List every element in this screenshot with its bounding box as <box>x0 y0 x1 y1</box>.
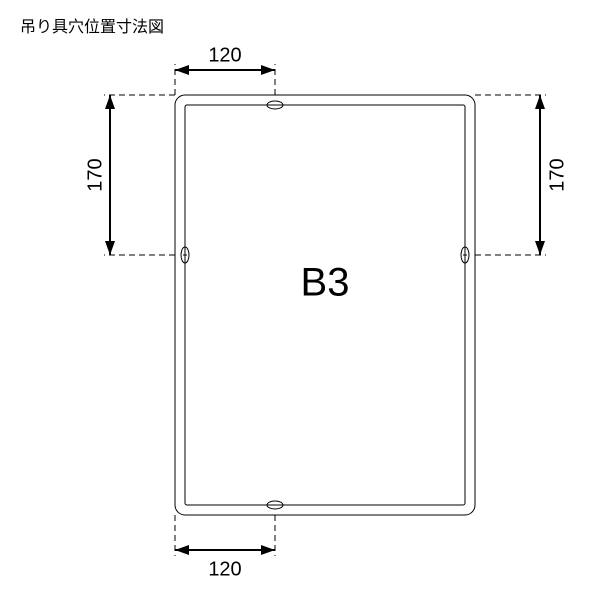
diagram-title: 吊り具穴位置寸法図 <box>20 18 164 36</box>
dim-bottom-value: 120 <box>208 558 241 580</box>
dim-top-value: 120 <box>208 44 241 66</box>
frame-inner <box>185 105 465 505</box>
frame-outer <box>175 95 475 515</box>
dim-right-value: 170 <box>546 158 568 191</box>
center-label: B3 <box>301 261 350 305</box>
dim-left-value: 170 <box>84 158 106 191</box>
